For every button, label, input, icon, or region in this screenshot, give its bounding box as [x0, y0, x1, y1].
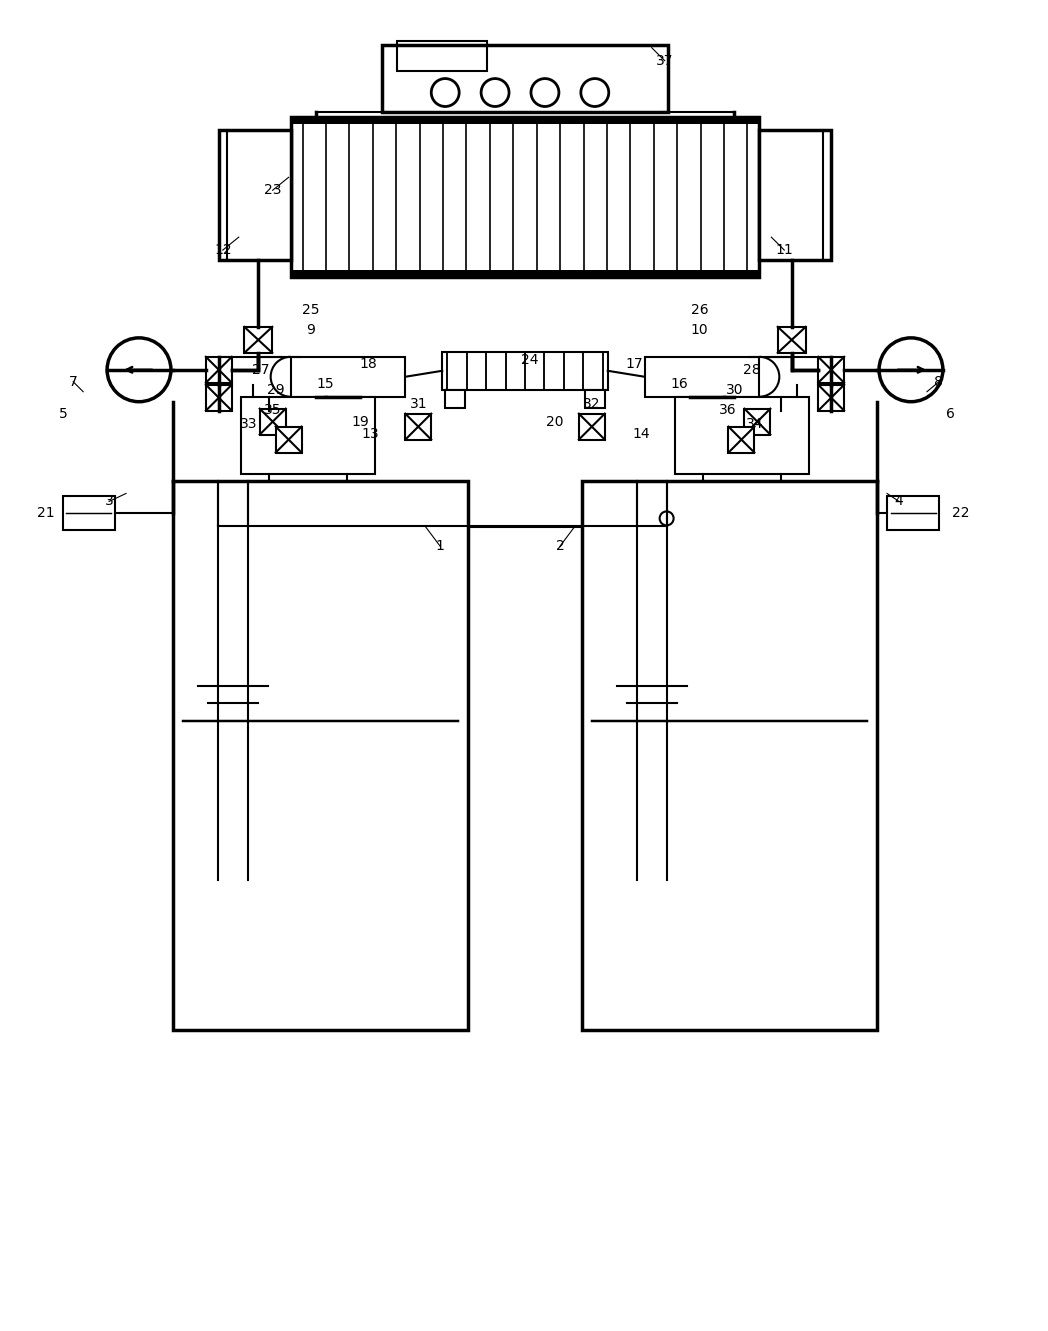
Text: 8: 8	[935, 375, 943, 389]
Text: 7: 7	[69, 375, 78, 389]
Bar	[290, 357, 406, 397]
Bar	[744, 409, 770, 435]
Text: 22: 22	[952, 506, 969, 520]
Text: 35: 35	[264, 403, 282, 417]
Text: 26: 26	[691, 303, 708, 317]
Bar	[276, 427, 302, 453]
Text: 5: 5	[59, 407, 68, 421]
Bar	[778, 327, 806, 353]
Bar	[241, 397, 375, 474]
Bar	[383, 45, 668, 113]
Text: 12: 12	[214, 244, 232, 257]
Text: 16: 16	[671, 377, 689, 391]
Bar	[205, 357, 232, 383]
Bar	[578, 414, 605, 439]
Text: 21: 21	[38, 506, 56, 520]
Text: 1: 1	[436, 539, 444, 554]
Bar	[818, 385, 844, 411]
Text: 2: 2	[555, 539, 564, 554]
Bar	[173, 482, 468, 1030]
Bar	[406, 414, 431, 439]
Bar	[728, 427, 755, 453]
Text: 20: 20	[546, 415, 564, 429]
Text: 31: 31	[410, 397, 428, 411]
Text: 24: 24	[521, 353, 539, 367]
Text: 4: 4	[895, 494, 903, 508]
Text: 11: 11	[776, 244, 793, 257]
Bar	[219, 130, 290, 260]
Text: 33: 33	[240, 417, 258, 431]
Bar	[887, 496, 939, 530]
Bar	[585, 390, 605, 407]
Text: 27: 27	[252, 363, 269, 377]
Bar	[290, 270, 760, 277]
Text: 10: 10	[691, 323, 708, 337]
Text: 9: 9	[306, 323, 315, 337]
Bar	[582, 482, 877, 1030]
Text: 29: 29	[267, 383, 284, 397]
Bar	[760, 130, 831, 260]
Bar	[244, 327, 272, 353]
Text: 6: 6	[946, 407, 956, 421]
Text: 25: 25	[302, 303, 320, 317]
Text: 17: 17	[626, 357, 643, 371]
Text: 14: 14	[633, 427, 651, 441]
Bar	[397, 41, 487, 71]
Text: 23: 23	[264, 184, 282, 197]
Text: 13: 13	[362, 427, 379, 441]
Bar	[63, 496, 115, 530]
Bar	[645, 357, 760, 397]
Bar	[442, 351, 608, 390]
Text: 37: 37	[656, 53, 674, 68]
Text: 28: 28	[743, 363, 760, 377]
Bar	[445, 390, 465, 407]
Text: 36: 36	[719, 403, 737, 417]
Text: 18: 18	[359, 357, 377, 371]
Text: 34: 34	[745, 417, 763, 431]
Bar	[675, 397, 809, 474]
Text: 15: 15	[316, 377, 334, 391]
Bar	[205, 385, 232, 411]
Text: 3: 3	[105, 494, 113, 508]
Bar	[818, 357, 844, 383]
Text: 30: 30	[725, 383, 743, 397]
Bar	[260, 409, 286, 435]
Bar	[290, 117, 760, 124]
Bar	[290, 117, 760, 277]
Text: 19: 19	[351, 415, 369, 429]
Text: 32: 32	[583, 397, 601, 411]
